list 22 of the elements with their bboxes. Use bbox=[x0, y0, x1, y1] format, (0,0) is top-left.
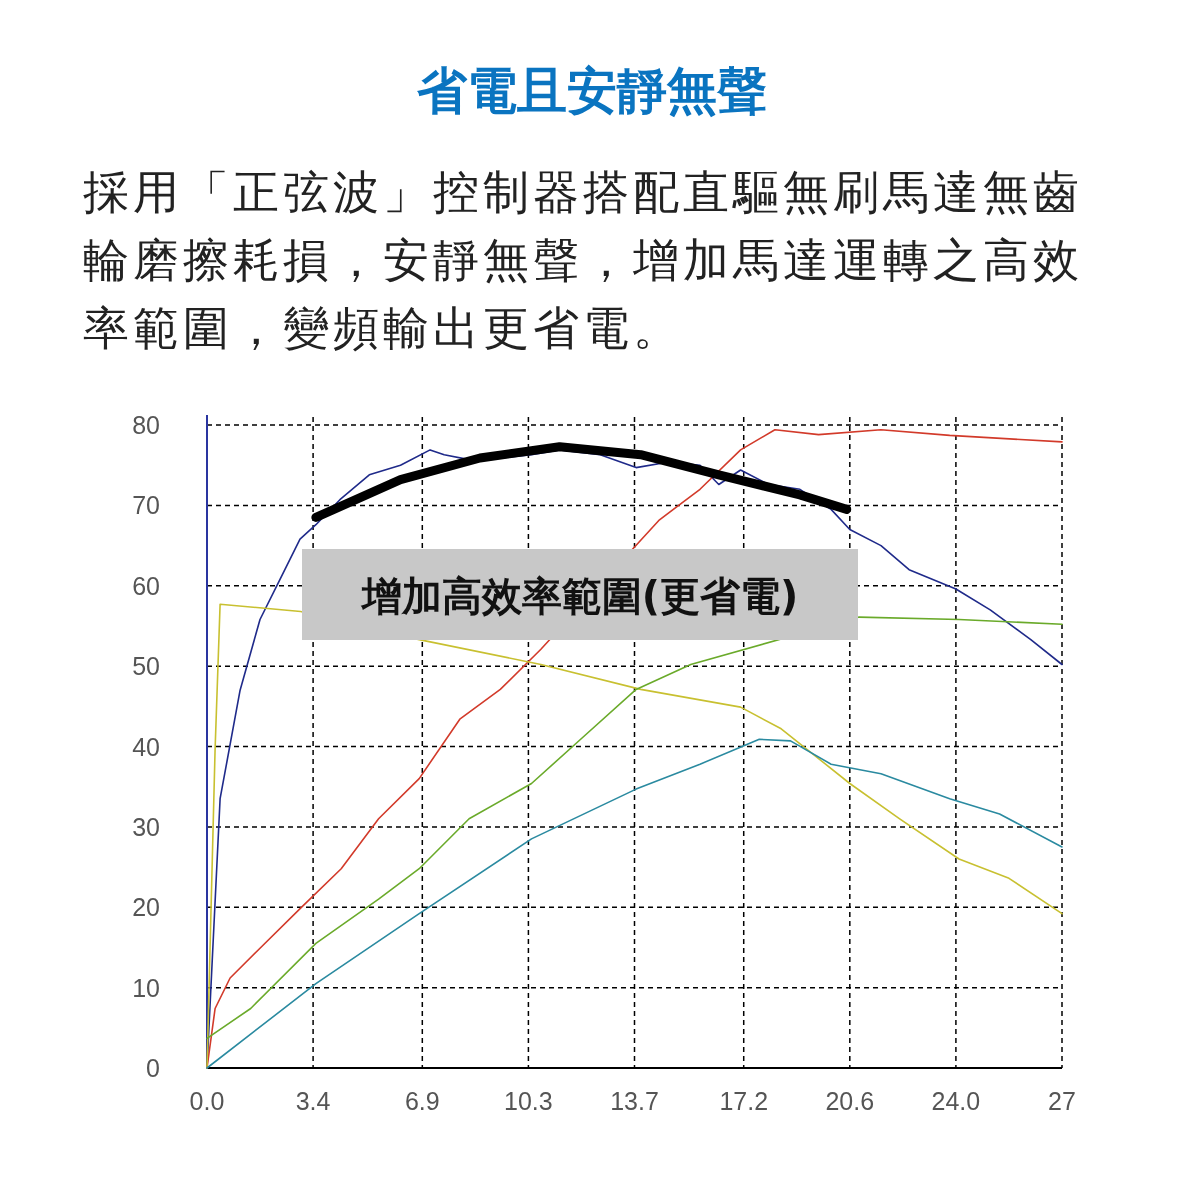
line-series bbox=[206, 738, 1063, 1069]
y-tick-label: 60 bbox=[132, 571, 160, 600]
x-tick-label: 10.3 bbox=[504, 1087, 553, 1115]
annotation: 增加高效率範圍(更省電) bbox=[359, 573, 799, 619]
x-tick-label: 17.2 bbox=[719, 1087, 769, 1115]
y-tick-label: 70 bbox=[132, 491, 160, 520]
x-tick-label: 24.0 bbox=[931, 1087, 981, 1115]
x-tick-label: 3.4 bbox=[295, 1087, 331, 1115]
y-tick-label: 10 bbox=[132, 973, 160, 1002]
x-tick-label: 0.0 bbox=[189, 1087, 225, 1115]
y-tick-label: 50 bbox=[132, 652, 160, 681]
chart-subtitle: 採用「正弦波」控制器搭配直驅無刷馬達無齒輪磨擦耗損，安靜無聲，增加馬達運轉之高效率範圍，變頻輸出更省電。 bbox=[83, 164, 1084, 357]
x-tick-label: 13.7 bbox=[610, 1087, 659, 1115]
x-tick-label: 6.9 bbox=[404, 1087, 440, 1115]
chart-title: 省電且安靜無聲 bbox=[415, 61, 768, 122]
y-tick-label: 80 bbox=[132, 411, 160, 439]
y-tick-label: 0 bbox=[146, 1054, 160, 1082]
y-tick-label: 30 bbox=[132, 812, 160, 841]
x-tick-label: 20.6 bbox=[825, 1087, 875, 1115]
x-tick-label: 27 bbox=[1048, 1087, 1076, 1115]
y-tick-label: 20 bbox=[132, 893, 160, 922]
y-tick-label: 40 bbox=[132, 732, 160, 761]
